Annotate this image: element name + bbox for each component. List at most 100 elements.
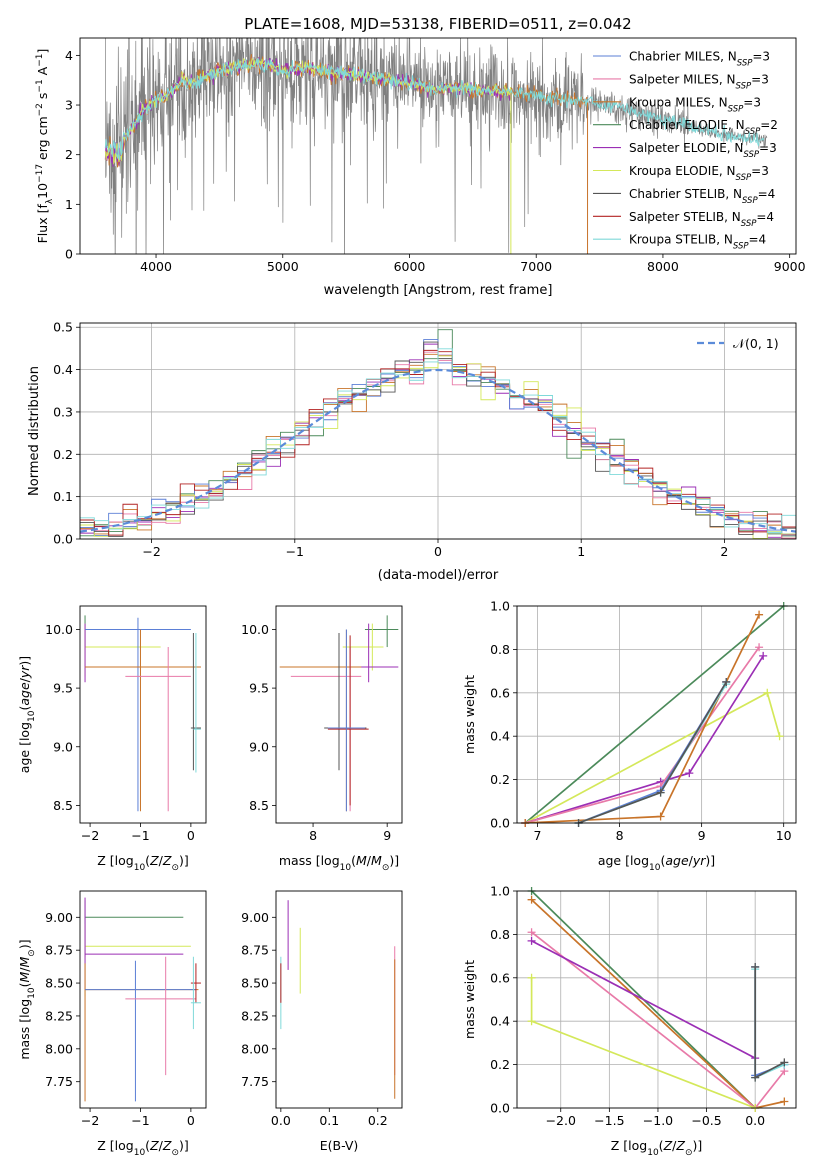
mass-weight-marker xyxy=(656,812,665,821)
y-tick-label: 0.0 xyxy=(490,816,510,831)
y-tick-label: 1.0 xyxy=(490,884,510,899)
y-tick-label: 9.5 xyxy=(249,681,269,696)
mass-weight-line xyxy=(524,655,764,823)
x-tick-label: −1.5 xyxy=(594,1113,624,1128)
x-tick-label: 0.0 xyxy=(745,1113,765,1128)
age_vs_Z-ylabel: age [log10(age/yr)] xyxy=(17,656,37,773)
mass-weight-line xyxy=(524,691,781,823)
mass-weight-line xyxy=(531,940,756,1059)
y-tick-label: 1.0 xyxy=(490,599,510,614)
residuals-xlabel: (data-model)/error xyxy=(378,568,499,583)
age_vs_Z-ylabel-text: age [log10(age/yr)] xyxy=(17,656,37,773)
x-tick-label: 5000 xyxy=(267,259,299,274)
x-tick-label: 6000 xyxy=(394,259,426,274)
age_vs_Z-xlabel: Z [log10(Z/Z⊙)] xyxy=(97,853,189,873)
mass-weight-marker xyxy=(656,788,665,797)
mass-weight-line xyxy=(754,967,785,1080)
x-tick-label: −2 xyxy=(81,1113,99,1128)
mass-weight-line xyxy=(531,899,785,1108)
y-tick-label: 9.0 xyxy=(249,739,269,754)
y-tick-label: 8.50 xyxy=(241,976,269,991)
mass-weight-marker xyxy=(527,928,536,937)
mass-weight-line xyxy=(524,646,760,823)
x-tick-label: 7 xyxy=(534,828,542,843)
legend-label: Chabrier STELIB, NSSP=4 xyxy=(629,187,775,206)
spectrum-ylabel-text: Flux [fλ10−17 erg cm−2 s−1 A−1] xyxy=(35,49,55,244)
y-tick-label: 8.25 xyxy=(241,1008,269,1023)
y-tick-label: 7.75 xyxy=(45,1074,73,1089)
x-tick-label: 0.1 xyxy=(319,1113,339,1128)
x-tick-label: 10 xyxy=(776,828,792,843)
mass-weight-line xyxy=(524,606,785,823)
age_vs_mass-frame xyxy=(275,605,403,824)
age_vs_Z-frame xyxy=(79,605,207,824)
y-tick-label: 4 xyxy=(65,48,73,63)
y-tick-label: 0.4 xyxy=(53,362,73,377)
y-tick-label: 0.2 xyxy=(490,1057,510,1072)
x-tick-label: 9 xyxy=(698,828,706,843)
x-tick-label: −1 xyxy=(131,1113,149,1128)
y-tick-label: 0.2 xyxy=(490,772,510,787)
normal-curve xyxy=(80,368,796,533)
spectrum-frame xyxy=(79,37,797,255)
mass-weight-line xyxy=(754,969,785,1079)
mass_vs_Z-axes: −2 −1 0 7.75 8.00 8.25 8.50 8.75 9.00 xyxy=(45,910,195,1128)
mass-weight-marker xyxy=(755,610,764,619)
mass_vs_ebv-xlabel: E(B-V) xyxy=(320,1138,359,1153)
x-tick-label: −2.0 xyxy=(546,1113,576,1128)
legend-label: Kroupa ELODIE, NSSP=3 xyxy=(629,164,769,183)
y-tick-label: 8.50 xyxy=(45,976,73,991)
y-tick-label: 8.25 xyxy=(45,1008,73,1023)
age_vs_mass-xlabel: mass [log10(M/M⊙)] xyxy=(279,853,399,873)
y-tick-label: 8.00 xyxy=(45,1041,73,1056)
y-tick-label: 8.00 xyxy=(241,1041,269,1056)
age_vs_Z-axes: −2 −1 0 8.5 9.0 9.5 10.0 xyxy=(45,622,195,843)
residuals-axes: −2 −1 0 1 2 0.0 0.1 0.2 0.3 0.4 0.5 xyxy=(53,320,796,559)
y-tick-label: 0.8 xyxy=(490,927,510,942)
y-tick-label: 9.00 xyxy=(45,910,73,925)
spectrum-ylabel: Flux [fλ10−17 erg cm−2 s−1 A−1] xyxy=(35,49,55,244)
mass-weight-marker xyxy=(780,1097,789,1106)
legend-label-normal: 𝒩(0, 1) xyxy=(733,336,779,351)
mass_vs_Z-xlabel: Z [log10(Z/Z⊙)] xyxy=(97,1138,189,1158)
x-tick-label: 9 xyxy=(383,828,391,843)
legend-label: Chabrier ELODIE, NSSP=2 xyxy=(629,118,778,137)
mass-weight-marker xyxy=(751,962,760,971)
mass_weight_vs_Z-frame xyxy=(516,890,797,1109)
y-tick-label: 0 xyxy=(65,247,73,262)
spectrum-xlabel: wavelength [Angstrom, rest frame] xyxy=(324,283,553,298)
chart-layer: 4000 5000 6000 7000 8000 900001234wavelength … xyxy=(17,37,806,1158)
x-tick-label: −1 xyxy=(286,544,304,559)
x-tick-label: −2 xyxy=(142,544,160,559)
residual-histogram xyxy=(80,348,796,539)
figure-title: PLATE=1608, MJD=53138, FIBERID=0511, z=0… xyxy=(244,15,631,33)
mass_vs_Z-ylabel-text: mass [log10(M/M⊙)] xyxy=(17,939,37,1059)
x-tick-label: 0.2 xyxy=(368,1113,388,1128)
x-tick-label: −0.5 xyxy=(691,1113,721,1128)
y-tick-label: 0.2 xyxy=(53,447,73,462)
mass-weight-marker xyxy=(527,895,536,904)
mass-weight-marker xyxy=(775,732,784,741)
x-tick-label: 9000 xyxy=(774,259,806,274)
spectrum-model-kroupa-stelib xyxy=(104,57,765,161)
residuals-frame xyxy=(79,322,797,540)
mass-weight-marker xyxy=(685,769,694,778)
mass_weight_vs_age-xlabel: age [log10(age/yr)] xyxy=(598,853,715,873)
y-tick-label: 10.0 xyxy=(241,622,269,637)
y-tick-label: 8.75 xyxy=(241,943,269,958)
mass_weight_vs_age-frame xyxy=(516,605,797,824)
y-tick-label: 0.6 xyxy=(490,685,510,700)
y-tick-label: 0.0 xyxy=(490,1101,510,1116)
x-tick-label: 0 xyxy=(434,544,442,559)
y-tick-label: 3 xyxy=(65,98,73,113)
mass-weight-marker xyxy=(751,1073,760,1082)
spectrum-data-line xyxy=(105,38,768,254)
mass_vs_Z-ylabel: mass [log10(M/M⊙)] xyxy=(17,939,37,1059)
mass-weight-marker xyxy=(780,1058,789,1067)
legend-label: Salpeter STELIB, NSSP=4 xyxy=(629,210,774,229)
x-tick-label: 2 xyxy=(720,544,728,559)
y-tick-label: 0.0 xyxy=(53,532,73,547)
y-tick-label: 0.5 xyxy=(53,320,73,335)
mass_weight_vs_Z-axes: −2.0 −1.5 −1.0 −0.5 0.0 0.0 0.2 0.4 0.6 0.8 1.0 xyxy=(490,884,796,1128)
